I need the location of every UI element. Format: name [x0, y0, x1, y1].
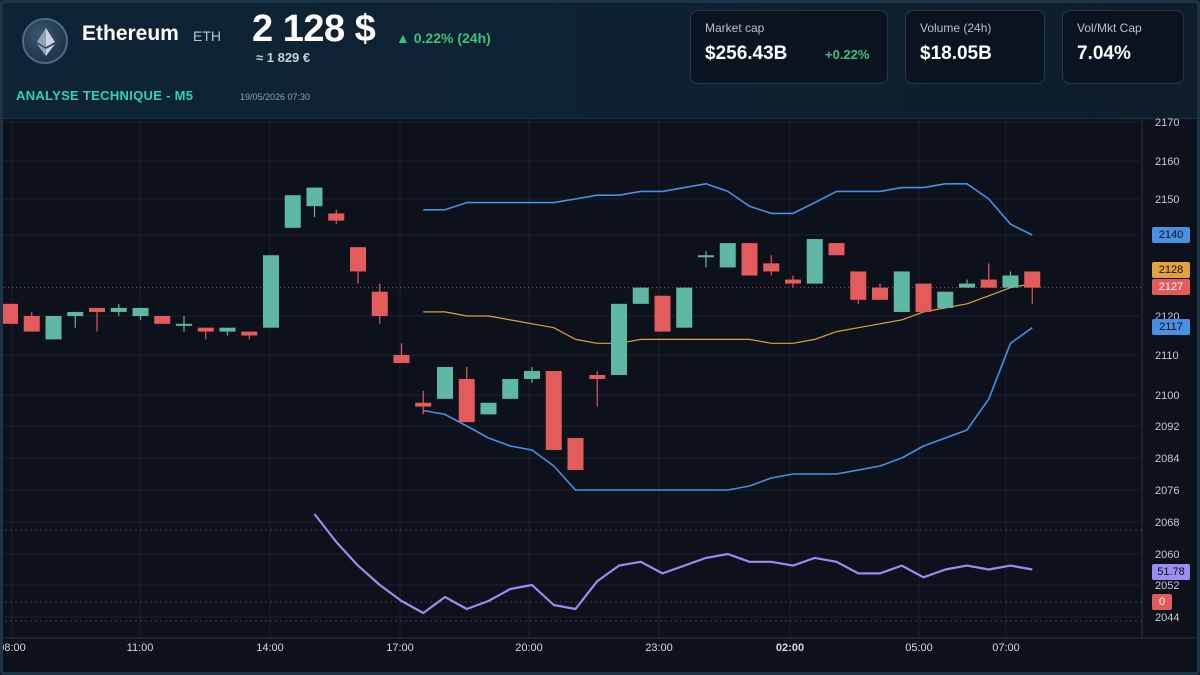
candle-body — [698, 255, 714, 258]
x-tick-label: 17:00 — [386, 642, 414, 654]
timestamp: 19/05/2026 07:30 — [240, 92, 311, 102]
x-tick-label: 08:00 — [0, 642, 26, 654]
current-price: 2 128 $ — [252, 8, 376, 50]
candle-body — [23, 316, 40, 332]
ma-tag: 2128 — [1152, 262, 1190, 278]
candle-body — [2, 303, 18, 324]
y-tick-label: 2110 — [1155, 350, 1179, 362]
candle-body — [197, 327, 214, 332]
candle-body — [915, 283, 932, 312]
price-eur: ≈ 1 829 € — [256, 50, 311, 65]
candle-body — [502, 379, 519, 399]
y-tick-label: 2044 — [1155, 612, 1179, 624]
lower-band-tag: 2117 — [1152, 319, 1190, 335]
market-cap-value: $256.43B — [705, 43, 788, 64]
chart-canvas[interactable]: 2170216021502140212021102100209220842076… — [0, 118, 1200, 675]
coin-name: Ethereum — [82, 22, 179, 45]
rsi-line — [313, 513, 1033, 615]
x-tick-label: 05:00 — [905, 642, 933, 654]
candle-body — [676, 287, 693, 328]
candle-body — [545, 371, 562, 450]
market-cap-card: Market cap $256.43B +0.22% — [690, 10, 888, 84]
candle-body — [654, 295, 671, 332]
y-tick-label: 2160 — [1155, 156, 1179, 168]
y-tick-label: 2092 — [1155, 421, 1179, 433]
x-tick-label: 20:00 — [515, 642, 543, 654]
candle-body — [350, 247, 366, 272]
price-change-24h: ▲ 0.22% (24h) — [396, 30, 491, 46]
price-chart[interactable]: 2170216021502140212021102100209220842076… — [0, 118, 1200, 675]
y-tick-label: 2170 — [1155, 118, 1179, 129]
candle-body — [437, 367, 453, 399]
rsi-tag: 51.78 — [1152, 564, 1190, 580]
candle-body — [893, 271, 910, 312]
volume-card: Volume (24h) $18.05B — [905, 10, 1045, 84]
header-panel: Ethereum ETH 2 128 $ ▲ 0.22% (24h) ≈ 1 8… — [0, 0, 1200, 119]
candle-body — [872, 287, 888, 300]
y-tick-label: 2100 — [1155, 390, 1179, 402]
candle-body — [67, 311, 84, 316]
zero-tag: 0 — [1152, 594, 1172, 610]
upper-band-tag: 2140 — [1152, 227, 1190, 243]
x-tick-label: 23:00 — [645, 642, 673, 654]
vol-mkt-cap-label: Vol/Mkt Cap — [1077, 21, 1142, 35]
candle-body — [263, 255, 279, 328]
candle-body — [328, 213, 345, 221]
candle-body — [741, 243, 758, 276]
ethereum-icon — [22, 18, 68, 64]
candle-body — [241, 331, 258, 336]
candle-body — [393, 355, 410, 363]
y-tick-label: 2084 — [1155, 453, 1179, 465]
y-tick-label: 2052 — [1155, 580, 1179, 592]
y-tick-label: 2150 — [1155, 194, 1179, 206]
candle-body — [1002, 275, 1019, 288]
candle-body — [959, 283, 975, 288]
analysis-label: ANALYSE TECHNIQUE - M5 — [16, 88, 194, 103]
candle-body — [371, 291, 388, 316]
bollinger-upper-line — [423, 183, 1033, 236]
bollinger-lower-line — [423, 327, 1033, 491]
candle-body — [110, 307, 127, 312]
candle-body — [850, 271, 867, 300]
x-tick-label: 02:00 — [776, 642, 804, 654]
candle-body — [219, 327, 236, 332]
candle-body — [524, 371, 540, 379]
candle-body — [306, 187, 323, 207]
candle-body — [415, 402, 432, 407]
candle-body — [937, 291, 954, 308]
candle-body — [763, 263, 780, 272]
volume-label: Volume (24h) — [920, 21, 992, 35]
market-cap-label: Market cap — [705, 21, 765, 35]
candle-body — [154, 316, 171, 324]
candle-body — [828, 243, 845, 256]
candle-body — [132, 307, 149, 316]
y-tick-label: 2060 — [1155, 549, 1179, 561]
candle-body — [45, 316, 62, 340]
candle-body — [785, 279, 801, 284]
coin-ticker: ETH — [193, 28, 221, 44]
x-tick-label: 07:00 — [992, 642, 1020, 654]
candle-body — [284, 195, 301, 228]
candle-body — [458, 379, 475, 423]
candle-body — [806, 239, 823, 284]
candle-body — [480, 402, 497, 415]
x-tick-label: 14:00 — [256, 642, 284, 654]
market-cap-change: +0.22% — [825, 47, 870, 62]
volume-value: $18.05B — [920, 43, 992, 64]
candle-body — [89, 307, 105, 312]
vol-mkt-cap-value: 7.04% — [1077, 43, 1131, 64]
candle-body — [611, 303, 627, 375]
candle-body — [632, 287, 649, 304]
candle-body — [589, 375, 606, 379]
candle-body — [1024, 271, 1041, 288]
candle-body — [980, 279, 997, 288]
candle-body — [176, 323, 192, 326]
y-tick-label: 2076 — [1155, 485, 1179, 497]
y-tick-label: 2068 — [1155, 517, 1179, 529]
vol-mkt-cap-card: Vol/Mkt Cap 7.04% — [1062, 10, 1184, 84]
x-tick-label: 11:00 — [127, 642, 154, 654]
candle-body — [567, 438, 584, 470]
last-price-tag: 2127 — [1152, 279, 1190, 295]
candle-body — [719, 243, 736, 268]
